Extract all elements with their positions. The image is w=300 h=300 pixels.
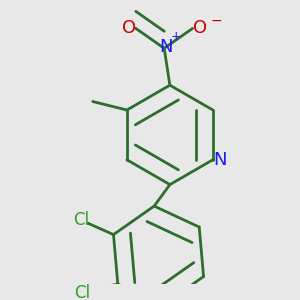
Text: Cl: Cl: [73, 212, 89, 230]
Text: O: O: [193, 20, 207, 38]
Text: +: +: [170, 30, 181, 44]
Text: −: −: [211, 14, 223, 28]
Text: Cl: Cl: [74, 284, 90, 300]
Text: O: O: [122, 20, 136, 38]
Text: N: N: [159, 38, 172, 56]
Text: N: N: [213, 151, 227, 169]
